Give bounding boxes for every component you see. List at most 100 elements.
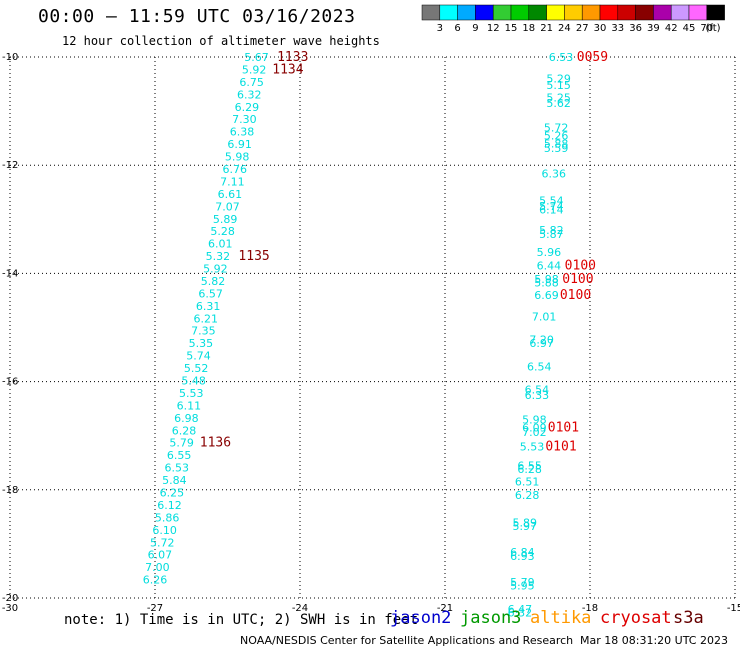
time-label: 1135 <box>238 249 269 264</box>
wave-height-label: 6.57 <box>198 287 223 300</box>
colorbar-swatch <box>599 4 619 21</box>
y-tick-label: -12 <box>2 160 18 171</box>
x-tick-label: -18 <box>582 603 598 614</box>
wave-height-label: 5.92 <box>242 63 267 76</box>
wave-height-label: 7.02 <box>522 426 547 439</box>
y-tick-label: -10 <box>2 52 18 63</box>
legend-jason2: jason2 <box>390 608 452 628</box>
wave-height-label: 7.11 <box>220 175 245 188</box>
time-label: 1133 <box>277 50 308 65</box>
wave-height-label: 5.54 <box>539 194 564 207</box>
colorbar-label: 18 <box>522 23 535 34</box>
wave-height-label: 5.25 <box>546 92 571 105</box>
credit-text: NOAA/NESDIS Center for Satellite Applica… <box>240 634 574 647</box>
wave-height-label: 6.25 <box>160 487 185 500</box>
wave-height-label: 6.10 <box>152 524 177 537</box>
chart-title: 00:00 – 11:59 UTC 03/16/2023 <box>38 6 356 27</box>
legend-s3a: s3a <box>673 608 704 628</box>
chart-subtitle: 12 hour collection of altimeter wave hei… <box>62 34 380 48</box>
time-label: 1134 <box>272 62 303 77</box>
wave-height-label: 6.55 <box>517 459 542 472</box>
wave-height-label: 6.61 <box>218 188 243 201</box>
wave-height-label: 5.74 <box>539 200 564 213</box>
colorbar-swatch <box>492 4 512 21</box>
x-tick-label: -15 <box>727 603 740 614</box>
colorbar-swatch <box>439 4 458 21</box>
wave-height-label: 6.14 <box>539 204 564 217</box>
time-label: 0100 <box>560 288 591 303</box>
x-tick-label: -24 <box>292 603 308 614</box>
wave-height-label: 6.51 <box>515 476 540 489</box>
wave-height-label: 6.54 <box>527 360 552 373</box>
colorbar-label: 30 <box>594 23 607 34</box>
legend-altika: altika <box>530 608 592 628</box>
wave-height-label: 5.87 <box>539 228 564 241</box>
wave-height-label: 5.84 <box>162 474 187 487</box>
colorbar-label: 36 <box>629 23 642 34</box>
wave-height-label: 6.29 <box>235 101 260 114</box>
wave-height-label: 5.89 <box>513 516 538 529</box>
colorbar-unit: (ft) <box>706 23 721 34</box>
wave-height-label: 6.47 <box>508 603 533 616</box>
wave-height-label: 6.32 <box>508 607 533 620</box>
wave-height-label: 5.82 <box>539 224 564 237</box>
colorbar-swatch <box>706 4 725 21</box>
wave-height-label: 5.82 <box>201 275 226 288</box>
wave-height-label: 5.52 <box>184 362 209 375</box>
y-tick-label: -14 <box>2 268 18 279</box>
colorbar-label: 12 <box>487 23 500 34</box>
wave-height-label: 5.26 <box>544 129 569 142</box>
wave-height-label: 5.53 <box>179 387 204 400</box>
legend-cryosat: cryosat <box>600 608 672 628</box>
x-tick-label: -21 <box>437 603 453 614</box>
wave-height-label: 5.98 <box>534 273 559 286</box>
wave-height-label: 6.38 <box>230 126 255 139</box>
wave-height-label: 6.84 <box>510 546 535 559</box>
wave-height-label: 6.07 <box>148 549 173 562</box>
wave-height-label: 7.00 <box>145 561 170 574</box>
wave-height-label: 7.20 <box>529 333 554 346</box>
wave-height-label: 6.36 <box>542 167 567 180</box>
time-label: 0100 <box>565 258 596 273</box>
wave-height-label: 6.76 <box>223 163 248 176</box>
wave-height-label: 5.29 <box>546 73 571 86</box>
wave-height-label: 5.98 <box>522 413 547 426</box>
wave-height-label: 5.67 <box>244 51 269 64</box>
wave-height-label: 6.21 <box>194 312 219 325</box>
wave-height-label: 5.28 <box>210 225 235 238</box>
wave-height-label: 6.28 <box>517 463 542 476</box>
wave-height-label: 7.30 <box>232 113 257 126</box>
wave-height-label: 5.98 <box>225 151 250 164</box>
wave-height-label: 6.69 <box>534 289 559 302</box>
wave-height-label: 6.53 <box>549 51 574 64</box>
colorbar-swatch <box>528 4 547 21</box>
colorbar-swatch <box>670 4 690 21</box>
wave-height-label: 5.15 <box>546 79 571 92</box>
colorbar-label: 3 <box>437 23 443 34</box>
y-tick-label: -16 <box>2 377 18 388</box>
wave-height-label: 6.54 <box>525 384 550 397</box>
colorbar-swatch <box>457 4 476 21</box>
colorbar-swatch <box>510 4 530 21</box>
y-tick-label: -18 <box>2 485 18 496</box>
legend-jason3: jason3 <box>460 608 522 628</box>
wave-height-label: 6.91 <box>227 138 252 151</box>
wave-height-label: 5.59 <box>544 142 569 155</box>
wave-height-label: 6.12 <box>157 499 182 512</box>
colorbar-swatch <box>635 4 654 21</box>
wave-height-label: 5.89 <box>213 213 238 226</box>
wave-height-label: 6.55 <box>167 449 192 462</box>
wave-height-label: 5.48 <box>181 375 206 388</box>
wave-height-label: 6.01 <box>208 238 233 251</box>
x-tick-label: -27 <box>147 603 163 614</box>
colorbar-label: 24 <box>558 23 571 34</box>
time-label: 0100 <box>562 272 593 287</box>
wave-height-label: 7.01 <box>532 311 557 324</box>
colorbar-label: 70 <box>700 23 713 34</box>
time-label: 0059 <box>577 50 608 65</box>
colorbar-label: 27 <box>576 23 589 34</box>
time-label: 0101 <box>548 421 579 436</box>
x-tick-label: -30 <box>2 603 18 614</box>
wave-height-label: 6.93 <box>510 550 535 563</box>
